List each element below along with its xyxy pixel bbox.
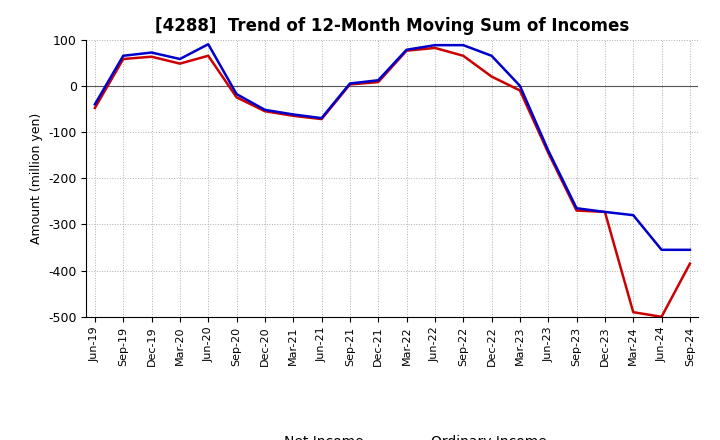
Ordinary Income	[431, 43, 439, 48]
Ordinary Income	[233, 92, 241, 97]
Net Income	[148, 54, 156, 59]
Ordinary Income	[204, 41, 212, 47]
Net Income	[176, 61, 184, 66]
Ordinary Income	[91, 102, 99, 107]
Net Income	[459, 53, 467, 59]
Line: Net Income: Net Income	[95, 48, 690, 317]
Line: Ordinary Income: Ordinary Income	[95, 44, 690, 250]
Ordinary Income	[176, 56, 184, 62]
Ordinary Income	[289, 112, 297, 117]
Ordinary Income	[318, 115, 326, 121]
Ordinary Income	[685, 247, 694, 253]
Net Income	[261, 109, 269, 114]
Ordinary Income	[459, 43, 467, 48]
Y-axis label: Amount (million yen): Amount (million yen)	[30, 113, 42, 244]
Net Income	[629, 309, 637, 315]
Title: [4288]  Trend of 12-Month Moving Sum of Incomes: [4288] Trend of 12-Month Moving Sum of I…	[156, 17, 629, 35]
Net Income	[487, 74, 496, 79]
Net Income	[346, 82, 354, 87]
Ordinary Income	[119, 53, 127, 59]
Ordinary Income	[402, 47, 411, 52]
Ordinary Income	[374, 77, 382, 83]
Net Income	[544, 150, 552, 155]
Ordinary Income	[261, 107, 269, 113]
Legend: Net Income, Ordinary Income: Net Income, Ordinary Income	[233, 429, 552, 440]
Net Income	[572, 208, 581, 213]
Net Income	[402, 48, 411, 53]
Net Income	[685, 261, 694, 266]
Net Income	[204, 53, 212, 59]
Net Income	[516, 88, 524, 93]
Net Income	[91, 105, 99, 110]
Ordinary Income	[346, 81, 354, 86]
Net Income	[233, 95, 241, 100]
Ordinary Income	[572, 205, 581, 211]
Net Income	[119, 56, 127, 62]
Net Income	[374, 80, 382, 85]
Net Income	[289, 113, 297, 118]
Ordinary Income	[600, 209, 609, 215]
Ordinary Income	[148, 50, 156, 55]
Net Income	[657, 314, 666, 319]
Net Income	[600, 209, 609, 215]
Ordinary Income	[657, 247, 666, 253]
Ordinary Income	[516, 83, 524, 88]
Ordinary Income	[629, 213, 637, 218]
Net Income	[318, 117, 326, 122]
Net Income	[431, 45, 439, 51]
Ordinary Income	[487, 53, 496, 59]
Ordinary Income	[544, 148, 552, 153]
